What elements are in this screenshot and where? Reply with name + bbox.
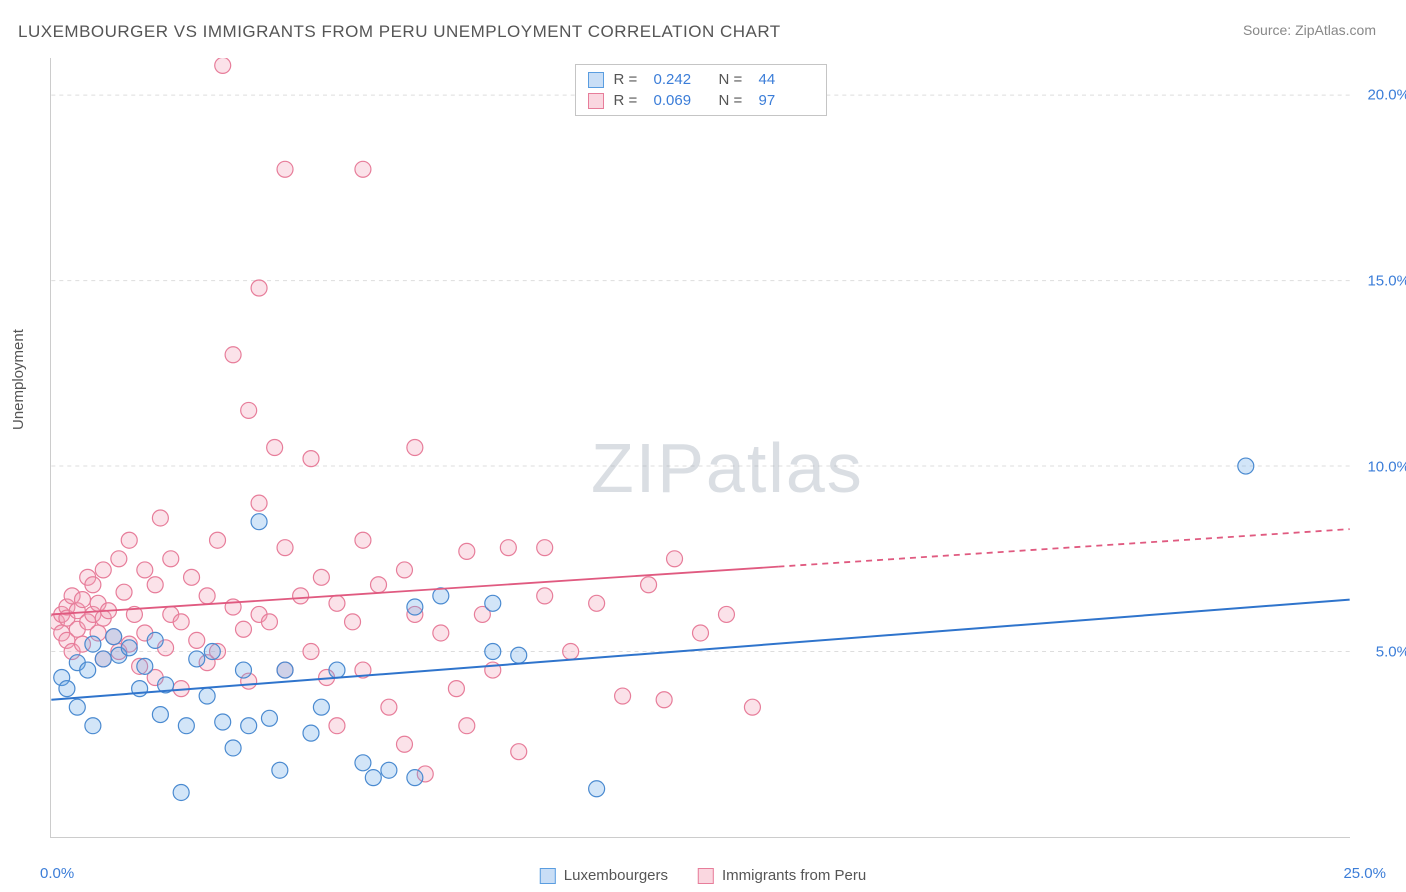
- legend-item-pink: Immigrants from Peru: [698, 867, 866, 884]
- n-label: N =: [719, 92, 749, 109]
- plot-svg: [51, 58, 1350, 837]
- watermark-zip: ZIP: [591, 429, 706, 507]
- watermark: ZIPatlas: [591, 428, 864, 508]
- legend-swatch-pink: [588, 93, 604, 109]
- legend-stats: R = 0.242 N = 44 R = 0.069 N = 97: [575, 64, 827, 116]
- x-axis-max-label: 25.0%: [1343, 865, 1386, 882]
- y-tick-label: 20.0%: [1367, 87, 1406, 104]
- legend-item-blue: Luxembourgers: [540, 867, 668, 884]
- legend-stats-row-blue: R = 0.242 N = 44: [588, 69, 814, 90]
- r-label: R =: [614, 71, 644, 88]
- legend-label-pink: Immigrants from Peru: [722, 867, 866, 884]
- legend-stats-row-pink: R = 0.069 N = 97: [588, 90, 814, 111]
- n-label: N =: [719, 71, 749, 88]
- legend-series: Luxembourgers Immigrants from Peru: [540, 867, 866, 884]
- r-label: R =: [614, 92, 644, 109]
- legend-swatch-blue: [588, 72, 604, 88]
- plot-area: R = 0.242 N = 44 R = 0.069 N = 97 ZIPatl…: [50, 58, 1350, 838]
- x-axis-min-label: 0.0%: [40, 865, 74, 882]
- chart-source: Source: ZipAtlas.com: [1243, 22, 1376, 38]
- legend-swatch-blue-icon: [540, 868, 556, 884]
- legend-label-blue: Luxembourgers: [564, 867, 668, 884]
- r-value-pink: 0.069: [654, 92, 709, 109]
- y-tick-label: 15.0%: [1367, 272, 1406, 289]
- watermark-atlas: atlas: [706, 429, 864, 507]
- legend-swatch-pink-icon: [698, 868, 714, 884]
- n-value-pink: 97: [759, 92, 814, 109]
- y-tick-label: 10.0%: [1367, 458, 1406, 475]
- y-axis-label: Unemployment: [10, 329, 27, 430]
- y-tick-label: 5.0%: [1376, 644, 1406, 661]
- n-value-blue: 44: [759, 71, 814, 88]
- chart-title: LUXEMBOURGER VS IMMIGRANTS FROM PERU UNE…: [18, 22, 781, 42]
- r-value-blue: 0.242: [654, 71, 709, 88]
